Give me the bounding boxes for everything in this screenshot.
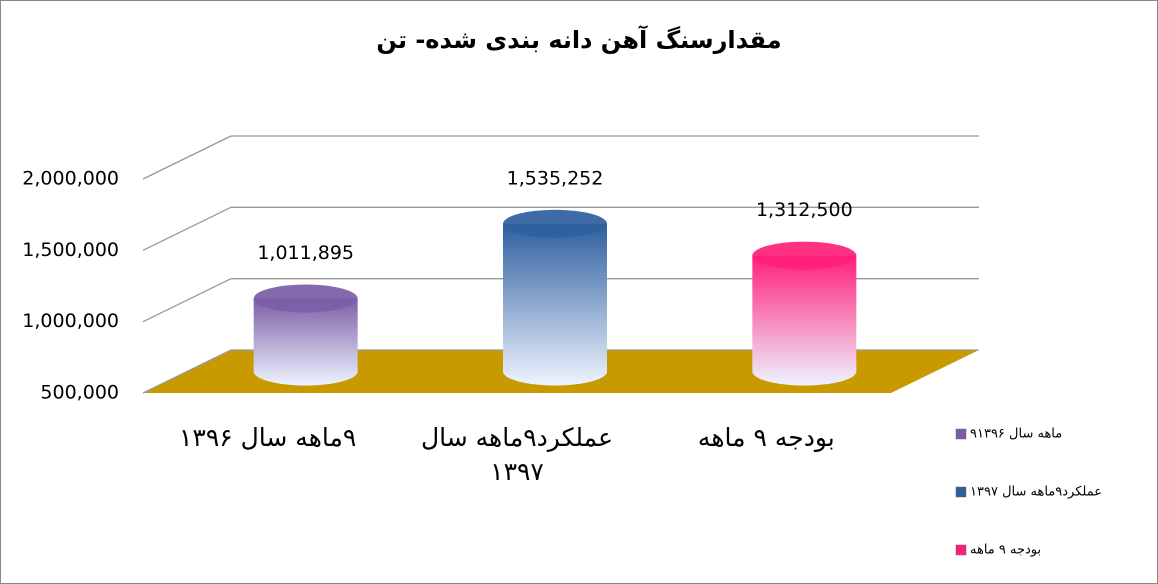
grid-line <box>142 278 232 323</box>
cylinder <box>752 241 857 386</box>
cylinder <box>253 284 358 386</box>
cylinder-top <box>253 284 358 313</box>
y-tick-label: 1,000,000 <box>22 310 119 332</box>
grid-line <box>142 206 232 251</box>
grid-line <box>142 349 232 394</box>
x-tick-label: بودجه ۹ ماهه <box>697 423 835 452</box>
legend-marker <box>955 544 967 556</box>
cylinder-body <box>253 298 358 386</box>
legend-marker <box>955 428 967 440</box>
y-tick-label: 2,000,000 <box>22 168 119 190</box>
cylinder-body <box>752 255 857 386</box>
x-tick-label: عملکرد۹ماهه سال ۱۳۹۷ <box>420 423 614 486</box>
cylinder-top <box>503 209 607 238</box>
chart-title: مقدارسنگ آهن دانه بندی شده- تن <box>376 25 781 54</box>
cylinder-top <box>752 241 857 270</box>
legend-label: بودجه ۹ ماهه <box>970 543 1041 558</box>
x-tick-label: ۹ماهه سال ۱۳۹۶ <box>178 423 357 452</box>
legend-label: عملکرد۹ماهه سال ۱۳۹۷ <box>970 485 1102 500</box>
y-tick-label: 500,000 <box>40 382 119 404</box>
value-label: 1,535,252 <box>507 167 604 189</box>
value-label: 1,312,500 <box>756 199 853 221</box>
cylinder-body <box>503 223 607 386</box>
legend-marker <box>955 486 967 498</box>
grid-line <box>142 135 232 180</box>
value-label: 1,011,895 <box>257 242 354 264</box>
legend-label: ۹ماهه سال ۱۳۹۶ <box>970 427 1062 442</box>
cylinder <box>503 209 607 386</box>
y-tick-label: 1,500,000 <box>22 239 119 261</box>
